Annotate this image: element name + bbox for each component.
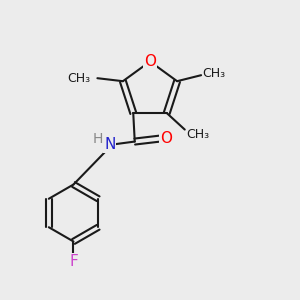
Text: F: F: [69, 254, 78, 269]
Text: CH₃: CH₃: [202, 67, 226, 80]
Text: O: O: [160, 131, 172, 146]
Text: O: O: [144, 54, 156, 69]
Text: N: N: [104, 137, 116, 152]
Text: H: H: [93, 132, 103, 146]
Text: CH₃: CH₃: [68, 72, 91, 85]
Text: CH₃: CH₃: [186, 128, 209, 142]
